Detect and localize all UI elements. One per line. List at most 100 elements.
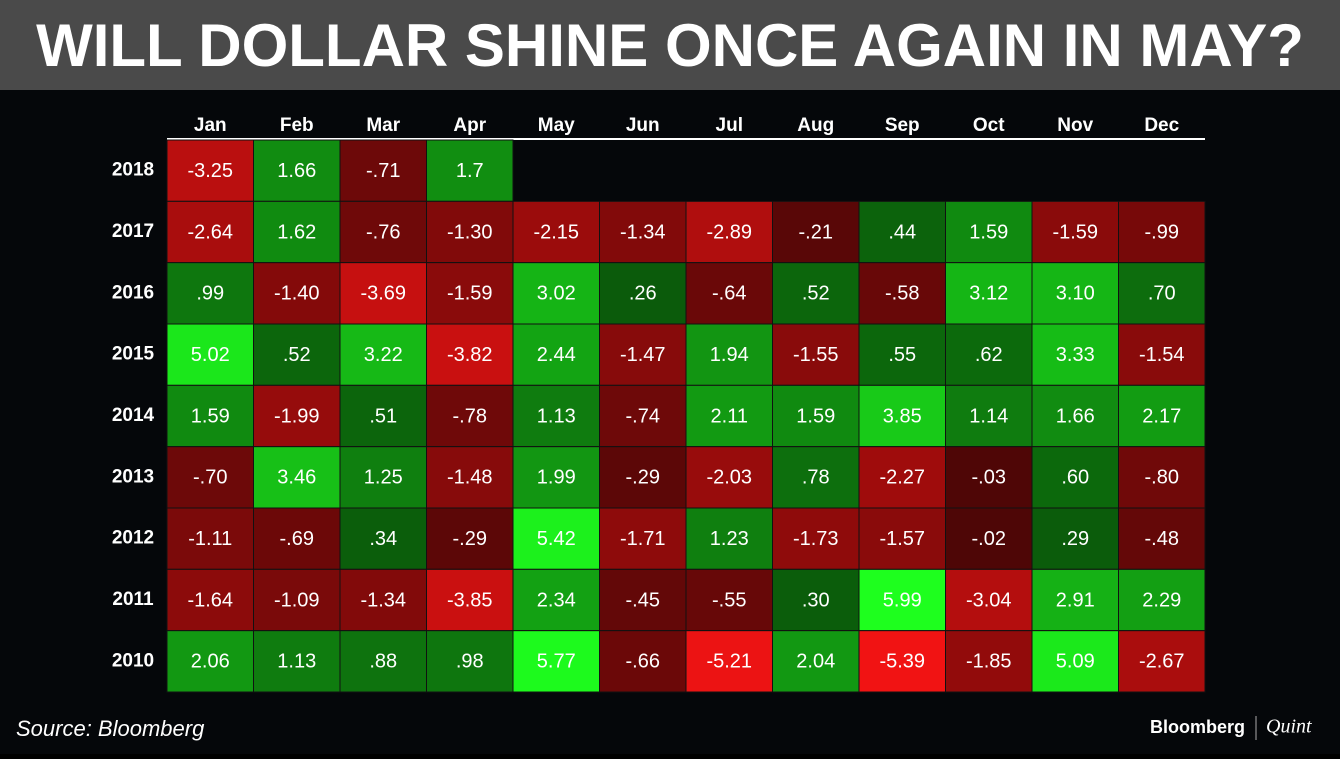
cell-label: -.80 <box>1145 467 1179 489</box>
cell-label: 1.13 <box>277 651 316 673</box>
cell-label: 3.33 <box>1056 344 1095 366</box>
cell <box>1031 507 1119 570</box>
cell-label: 2.11 <box>711 405 748 427</box>
column-label: Sep <box>885 115 920 136</box>
cell-label: -5.21 <box>706 651 752 673</box>
cell-label: -1.11 <box>188 528 232 550</box>
cell <box>512 384 600 448</box>
cell <box>599 323 687 386</box>
cell <box>1031 384 1119 448</box>
cell <box>685 446 773 509</box>
cell-label: .44 <box>888 221 916 243</box>
cell-label: -1.64 <box>187 589 233 611</box>
source: Source: Bloomberg <box>16 716 205 741</box>
cell-label: -1.54 <box>1139 344 1185 366</box>
row-label: 2013 <box>112 466 154 487</box>
cell <box>253 507 341 570</box>
cell-label: 1.59 <box>969 221 1008 243</box>
cell <box>1031 200 1119 264</box>
cell <box>1118 568 1206 632</box>
cell-label: -1.48 <box>447 467 493 489</box>
cell <box>858 630 946 693</box>
cell <box>253 200 341 264</box>
cell-label: -.03 <box>972 467 1006 489</box>
cell <box>166 568 254 632</box>
cell <box>426 323 514 386</box>
chart-title: WILL DOLLAR SHINE ONCE AGAIN IN MAY? <box>36 12 1304 79</box>
cell <box>339 507 427 570</box>
cell <box>858 384 946 448</box>
cell-label: 1.23 <box>710 528 749 550</box>
cell-label: 1.7 <box>456 160 484 182</box>
cell-label: -1.34 <box>620 221 666 243</box>
cell <box>685 200 773 264</box>
cell <box>512 568 600 632</box>
cell <box>772 507 860 570</box>
cell-label: .26 <box>629 283 657 305</box>
cell <box>599 446 687 509</box>
cell-label: .88 <box>369 651 397 673</box>
cell <box>253 446 341 509</box>
cell-label: 2.17 <box>1142 405 1181 427</box>
cell-label: 5.42 <box>537 528 576 550</box>
cell <box>253 630 341 693</box>
row-label: 2012 <box>112 528 154 549</box>
cell <box>426 384 514 448</box>
row-label: 2018 <box>112 160 154 181</box>
cell-label: .60 <box>1061 467 1089 489</box>
column-label: May <box>538 115 575 136</box>
row-label: 2011 <box>112 589 154 610</box>
cell <box>1118 384 1206 448</box>
cell-label: .98 <box>456 651 484 673</box>
cell-label: 2.06 <box>191 651 230 673</box>
cell-label: -5.39 <box>879 651 925 673</box>
column-label: Jan <box>194 115 227 136</box>
cell-label: -.99 <box>1145 221 1179 243</box>
cell-label: -.69 <box>280 528 314 550</box>
row-label: 2014 <box>112 405 155 426</box>
cell-label: -3.85 <box>447 589 493 611</box>
cell-label: 2.29 <box>1142 589 1181 611</box>
cell <box>253 139 341 202</box>
brand-partner: Quint <box>1266 716 1312 738</box>
cell <box>512 262 600 325</box>
cell-label: -.78 <box>453 405 487 427</box>
cell-label: .29 <box>1061 528 1089 550</box>
cell <box>166 139 254 202</box>
cell-label: .78 <box>802 467 830 489</box>
cell-label: -.74 <box>626 405 660 427</box>
cell-label: 3.02 <box>537 283 576 305</box>
cell-label: 1.14 <box>969 405 1008 427</box>
cell-label: .52 <box>283 344 311 366</box>
cell-label: -3.04 <box>966 589 1012 611</box>
cell-label: -2.64 <box>187 221 233 243</box>
cell-label: -1.40 <box>274 283 320 305</box>
cell-label: 2.34 <box>537 589 576 611</box>
column-label: Oct <box>973 115 1005 136</box>
cell-label: -.29 <box>626 467 660 489</box>
cell <box>166 630 254 693</box>
cell-label: .70 <box>1148 283 1176 305</box>
cell-label: 3.46 <box>277 467 316 489</box>
cell-label: .52 <box>802 283 830 305</box>
cell <box>339 200 427 264</box>
cell-label: 3.12 <box>969 283 1008 305</box>
cell-label: 1.13 <box>537 405 576 427</box>
cell <box>339 568 427 632</box>
cell <box>1031 323 1119 386</box>
cell <box>166 262 254 325</box>
cell-label: 1.62 <box>277 221 316 243</box>
cell-label: 3.10 <box>1056 283 1095 305</box>
cell-label: 1.59 <box>191 405 230 427</box>
cell-label: -1.47 <box>620 344 666 366</box>
cell-label: -.70 <box>193 467 227 489</box>
cell <box>512 323 600 386</box>
row-label: 2010 <box>112 650 154 671</box>
cell <box>772 200 860 264</box>
cell <box>772 568 860 632</box>
cell-label: -2.15 <box>533 221 579 243</box>
cell-label: 1.66 <box>277 160 316 182</box>
row-label: 2017 <box>112 221 154 242</box>
cell <box>945 323 1033 386</box>
